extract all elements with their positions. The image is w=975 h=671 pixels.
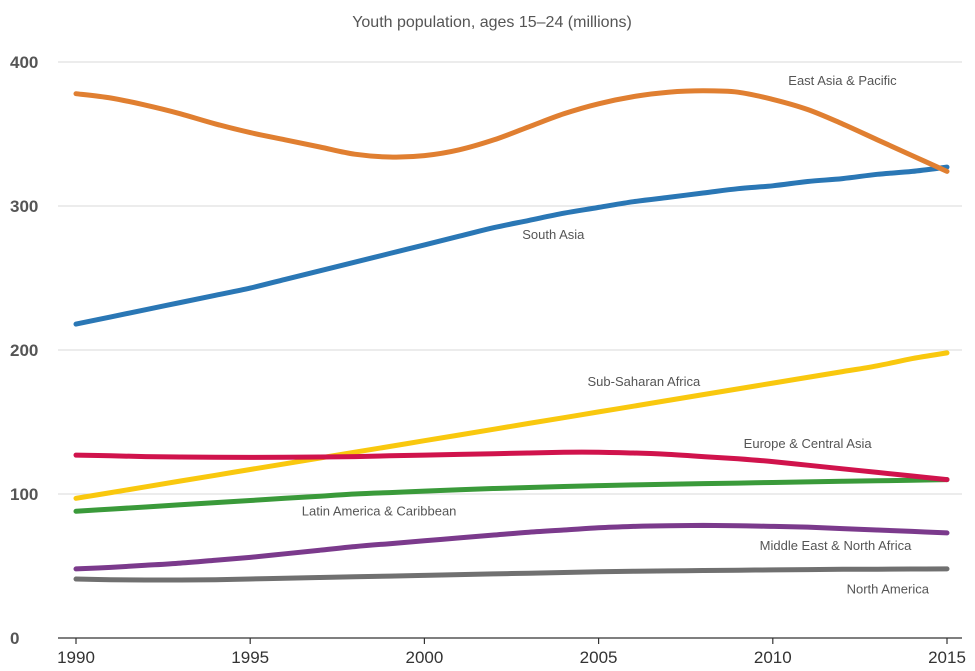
series-line-east-asia-and-pacific <box>73 88 950 174</box>
series-line-middle-east-and-north-africa <box>73 522 950 572</box>
x-axis-ticks: 1990 1995 2000 2005 2010 2015 <box>57 638 966 667</box>
x-tick-label: 2015 <box>928 648 966 667</box>
series-line-south-asia <box>73 164 950 327</box>
series-line-latin-america-and-caribbean <box>73 477 950 514</box>
series-label: Latin America & Caribbean <box>302 504 457 519</box>
series-line-sub-saharan-africa <box>73 350 950 501</box>
series-label: South Asia <box>522 227 585 242</box>
x-tick-label: 1995 <box>231 648 269 667</box>
y-tick-label: 200 <box>10 341 38 360</box>
series-label: Middle East & North Africa <box>760 538 912 553</box>
series-label: North America <box>847 581 930 596</box>
y-tick-label: 100 <box>10 485 38 504</box>
y-tick-label: 0 <box>10 629 19 648</box>
series-labels: East Asia & Pacific South Asia Sub-Saharan… <box>302 73 930 596</box>
y-tick-label: 400 <box>10 53 38 72</box>
series-label: Sub-Saharan Africa <box>588 374 702 389</box>
y-tick-label: 300 <box>10 197 38 216</box>
series-line-north-america <box>73 566 950 583</box>
y-axis-ticks: 0 100 200 300 400 <box>10 53 38 648</box>
series-line-europe-and-central-asia <box>73 449 950 483</box>
x-tick-label: 2010 <box>754 648 792 667</box>
x-tick-label: 2005 <box>580 648 618 667</box>
x-tick-label: 1990 <box>57 648 95 667</box>
gridlines <box>58 61 962 495</box>
series-label: Europe & Central Asia <box>744 436 873 451</box>
series-lines <box>73 88 950 583</box>
series-label: East Asia & Pacific <box>788 73 897 88</box>
x-tick-label: 2000 <box>405 648 443 667</box>
chart-title: Youth population, ages 15–24 (millions) <box>352 14 632 31</box>
